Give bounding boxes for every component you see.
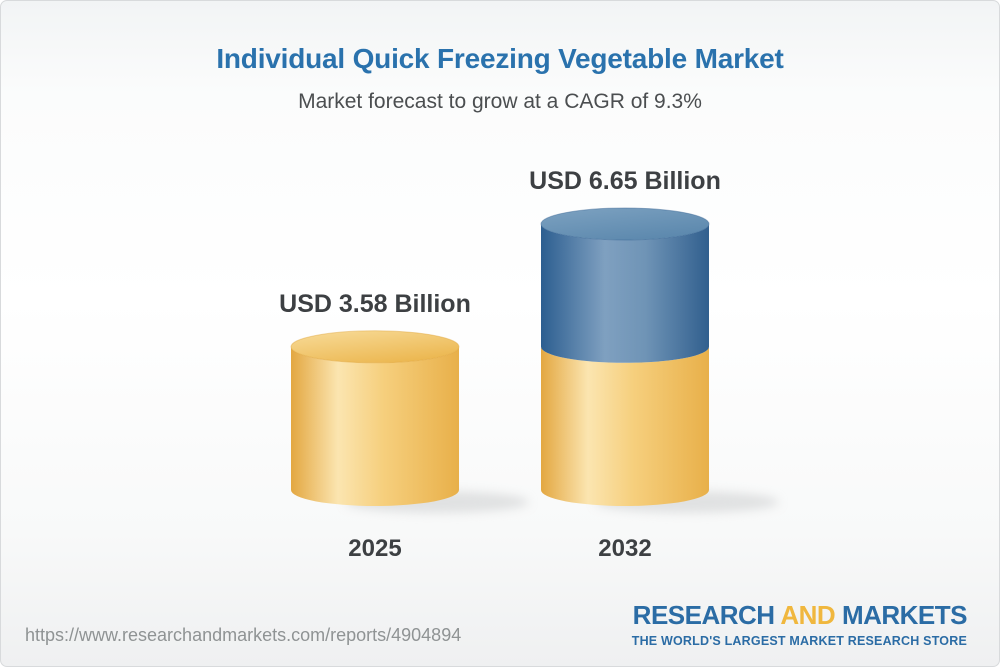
cylinder-2025-top	[290, 330, 460, 364]
logo-word-markets: MARKETS	[841, 600, 968, 630]
chart-subtitle: Market forecast to grow at a CAGR of 9.3…	[298, 90, 702, 113]
chart-title: Individual Quick Freezing Vegetable Mark…	[216, 43, 784, 74]
category-label-2025: 2025	[348, 535, 402, 562]
report-url: https://www.researchandmarkets.com/repor…	[25, 625, 462, 645]
category-label-2032: 2032	[598, 535, 652, 562]
market-size-cylinder-chart	[290, 207, 779, 513]
logo-word-and: AND	[780, 600, 836, 630]
logo-tagline: THE WORLD'S LARGEST MARKET RESEARCH STOR…	[631, 634, 967, 648]
cylinder-2032-top	[540, 207, 710, 241]
cylinder-2032-base-segment	[541, 346, 709, 506]
cylinder-2032-growth-segment	[541, 224, 709, 363]
value-label-2025: USD 3.58 Billion	[279, 289, 471, 318]
logo-word-research: RESEARCH	[632, 600, 775, 630]
research-and-markets-logo: RESEARCH AND MARKETS THE WORLD'S LARGEST…	[631, 600, 968, 649]
cylinder-2025-base-segment	[291, 346, 459, 506]
value-label-2032: USD 6.65 Billion	[529, 167, 721, 195]
logo-wordmark: RESEARCH AND MARKETS	[632, 600, 968, 630]
